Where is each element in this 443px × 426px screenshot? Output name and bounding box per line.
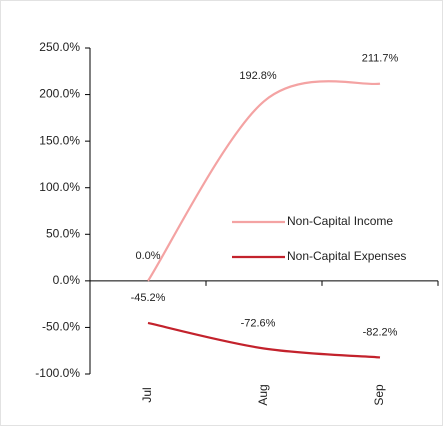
data-label: 0.0% [135,250,160,262]
data-label: -45.2% [131,292,166,304]
data-label: 211.7% [362,53,399,65]
line-series [147,321,381,359]
legend-label: Non-Capital Income [287,214,393,228]
y-tick-label: 200.0% [39,87,80,101]
x-tick-label: Jul [140,387,154,402]
y-tick-label: 50.0% [46,226,80,240]
y-tick-label: 250.0% [39,40,80,54]
y-tick-label: 100.0% [39,180,80,194]
y-tick-label: 150.0% [39,133,80,147]
y-tick-label: 0.0% [53,273,81,287]
legend-label: Non-Capital Expenses [287,249,406,263]
line-series [147,80,381,282]
y-tick-label: -50.0% [42,320,80,334]
data-label: -72.6% [241,317,276,329]
y-tick-label: -100.0% [35,366,80,380]
x-tick-label: Aug [256,384,270,405]
data-label: 192.8% [239,70,277,82]
x-tick-label: Sep [372,384,386,406]
data-label: -82.2% [363,326,398,338]
